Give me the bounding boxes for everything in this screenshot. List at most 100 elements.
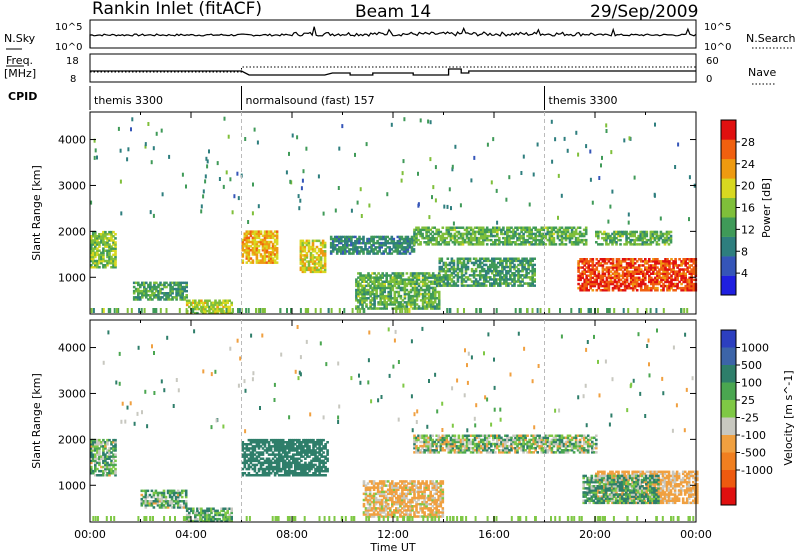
echo-cell: [226, 311, 229, 315]
echo-cell: [533, 278, 536, 281]
echo-cell: [253, 459, 257, 463]
echo-cell: [90, 257, 93, 261]
echo-cell: [633, 276, 637, 280]
echo-cell: [639, 243, 642, 246]
echo-cell: [218, 301, 221, 305]
echo-cell: [395, 290, 399, 294]
echo-cell: [617, 280, 621, 284]
echo-cell: [437, 243, 440, 246]
echo-cell: [292, 453, 295, 456]
echo-cell: [196, 517, 199, 521]
echo-cell: [531, 272, 534, 275]
echo-cell: [355, 278, 358, 281]
echo-cell: [492, 226, 495, 229]
echo-cell: [108, 239, 111, 242]
echo-cell: [398, 246, 402, 249]
echo-cell: [515, 265, 518, 269]
echo-cell: [167, 294, 170, 297]
echo-cell: [162, 495, 166, 499]
echo-cell: [298, 441, 301, 444]
echo-cell: [104, 233, 107, 236]
echo-cell: [387, 297, 390, 300]
echo-cell: [578, 230, 582, 234]
echo-cell: [433, 307, 437, 310]
echo-cell: [607, 266, 611, 269]
echo-cell: [550, 119, 553, 124]
echo-cell: [678, 272, 681, 275]
echo-cell: [354, 152, 356, 157]
echo-cell: [514, 230, 517, 234]
echo-cell: [104, 249, 107, 252]
echo-cell: [639, 268, 643, 271]
echo-cell: [474, 282, 478, 285]
echo-cell: [607, 260, 611, 263]
echo-cell: [502, 232, 505, 236]
echo-cell: [633, 266, 637, 269]
echo-cell: [568, 236, 572, 240]
echo-cell: [505, 284, 508, 287]
echo-cell: [94, 447, 97, 450]
echo-cell: [212, 517, 215, 521]
echo-cell: [692, 260, 696, 263]
echo-cell: [356, 200, 359, 205]
echo-cell: [362, 237, 365, 241]
echo-cell: [374, 498, 378, 502]
echo-cell: [603, 258, 607, 261]
echo-cell: [96, 451, 99, 454]
echo-cell: [666, 280, 669, 284]
echo-cell: [275, 261, 279, 264]
echo-cell: [323, 243, 327, 247]
echo-cell: [486, 276, 490, 279]
echo-cell: [337, 186, 340, 190]
echo-cell: [110, 259, 113, 263]
echo-cell: [216, 517, 219, 521]
echo-cell: [667, 230, 671, 234]
echo-cell: [271, 234, 275, 238]
echo-cell: [599, 289, 603, 292]
echo-cell: [509, 282, 512, 285]
echo-cell: [368, 500, 372, 504]
echo-cell: [583, 280, 586, 284]
echo-cell: [507, 272, 510, 275]
echo-cell: [509, 265, 512, 269]
echo-cell: [302, 472, 305, 475]
echo-cell: [104, 474, 107, 477]
echo-cell: [157, 294, 160, 297]
echo-cell: [593, 270, 597, 273]
echo-cell: [204, 174, 207, 179]
echo-cell: [668, 276, 671, 280]
echo-cell: [605, 268, 609, 271]
echo-cell: [253, 449, 257, 452]
echo-cell: [183, 298, 186, 301]
echo-cell: [391, 276, 395, 279]
echo-cell: [548, 241, 552, 244]
echo-cell: [688, 272, 691, 275]
echo-cell: [581, 286, 584, 290]
echo-cell: [173, 296, 176, 299]
echo-cell: [177, 285, 180, 289]
echo-cell: [366, 239, 369, 243]
echo-cell: [192, 507, 195, 510]
echo-cell: [615, 243, 618, 246]
echo-cell: [421, 297, 425, 300]
echo-cell: [504, 243, 507, 246]
echo-cell: [393, 303, 397, 306]
echo-cell: [304, 467, 307, 471]
echo-cell: [550, 238, 554, 242]
echo-cell: [419, 241, 422, 244]
echo-cell: [423, 284, 427, 288]
echo-cell: [340, 248, 343, 251]
echo-cell: [657, 238, 661, 242]
echo-cell: [457, 230, 461, 234]
echo-cell: [603, 238, 606, 242]
echo-cell: [100, 465, 103, 469]
echo-cell: [431, 294, 435, 298]
echo-cell: [449, 226, 453, 229]
echo-cell: [507, 265, 510, 269]
echo-cell: [522, 236, 525, 240]
echo-cell: [277, 469, 281, 473]
echo-cell: [417, 305, 421, 308]
echo-cell: [483, 236, 487, 240]
echo-cell: [383, 290, 386, 294]
echo-cell: [290, 461, 293, 465]
